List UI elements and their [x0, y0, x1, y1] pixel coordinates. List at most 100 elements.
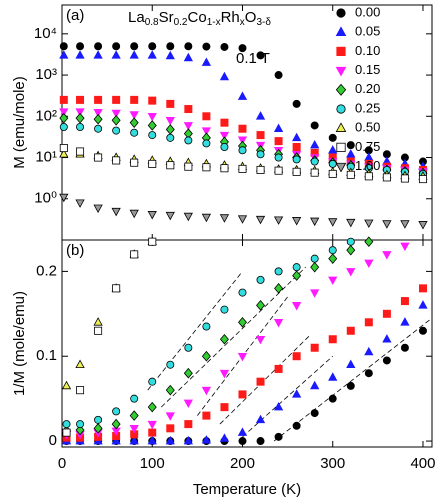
point — [59, 193, 69, 203]
point — [93, 50, 103, 59]
fit-line — [219, 334, 311, 425]
point — [346, 268, 356, 277]
point — [75, 50, 85, 59]
point — [220, 118, 229, 127]
point — [129, 209, 139, 219]
point — [382, 251, 392, 260]
point — [310, 343, 319, 352]
point — [400, 343, 409, 352]
point — [93, 317, 103, 326]
point — [328, 246, 337, 255]
point — [328, 335, 337, 344]
point — [255, 215, 266, 225]
point — [255, 414, 266, 424]
point — [75, 199, 85, 208]
point — [75, 108, 85, 117]
point — [328, 169, 337, 178]
point — [94, 124, 103, 133]
point — [201, 386, 212, 396]
point — [166, 161, 175, 170]
point — [111, 418, 121, 430]
point — [310, 139, 320, 149]
y-tick-label: 0.2 — [36, 262, 57, 279]
point — [237, 427, 248, 436]
point — [93, 109, 103, 118]
point — [129, 117, 139, 128]
point — [129, 111, 139, 120]
point — [130, 95, 139, 104]
legend-marker — [336, 46, 346, 57]
point — [238, 164, 247, 173]
point — [165, 412, 175, 421]
point — [130, 42, 139, 51]
point — [129, 425, 139, 434]
legend-marker — [335, 66, 347, 77]
point — [274, 166, 283, 175]
fit-line — [160, 266, 306, 408]
legend-label: 0.20 — [355, 81, 380, 96]
y-tick-label: 0 — [49, 432, 57, 449]
x-tick-label: 100 — [140, 455, 165, 472]
point — [346, 141, 355, 150]
point — [273, 123, 284, 132]
point — [166, 424, 175, 433]
point — [400, 242, 410, 252]
point — [255, 335, 266, 345]
point — [237, 215, 248, 224]
x-tick-label: 300 — [320, 455, 345, 472]
point — [274, 137, 283, 146]
point — [147, 211, 157, 220]
legend-marker — [335, 162, 347, 173]
x-axis-label: Temperature (K) — [193, 481, 301, 498]
point — [310, 409, 319, 418]
point — [346, 244, 356, 256]
point — [202, 42, 211, 51]
point — [201, 213, 212, 223]
point — [238, 288, 247, 297]
point — [400, 297, 409, 306]
point — [328, 372, 338, 381]
legend-label: 0.25 — [355, 100, 380, 115]
point — [202, 139, 211, 148]
point — [184, 42, 193, 51]
point — [111, 109, 121, 119]
point — [130, 250, 139, 259]
point — [130, 128, 139, 137]
point — [256, 131, 265, 140]
point — [183, 52, 193, 62]
point — [418, 326, 427, 335]
point — [328, 159, 337, 168]
point — [165, 117, 175, 126]
point — [112, 156, 121, 165]
point — [400, 220, 410, 229]
point — [256, 150, 265, 159]
point — [219, 433, 230, 442]
point — [202, 112, 211, 121]
point — [183, 212, 193, 222]
point — [256, 51, 265, 60]
point — [364, 346, 374, 356]
formula: La0.8Sr0.2Co1-xRhxO3-δ — [128, 9, 271, 28]
point — [61, 380, 72, 390]
point — [94, 95, 103, 104]
point — [148, 131, 157, 140]
point — [328, 133, 337, 142]
legend-marker — [336, 8, 346, 18]
point — [148, 42, 157, 51]
point — [256, 377, 265, 386]
point — [274, 267, 283, 276]
point — [273, 216, 284, 225]
y-axis-label: M (emu/mole) — [11, 76, 28, 169]
point — [238, 437, 247, 446]
point — [292, 263, 301, 272]
point — [237, 352, 248, 362]
y-tick-label: 10⁰ — [34, 190, 57, 207]
point — [328, 276, 338, 286]
point — [256, 437, 265, 446]
point — [75, 112, 85, 124]
point — [364, 259, 374, 269]
point — [76, 42, 85, 51]
point — [94, 42, 103, 51]
point — [310, 289, 320, 298]
formula-part: 1-x — [207, 17, 221, 28]
